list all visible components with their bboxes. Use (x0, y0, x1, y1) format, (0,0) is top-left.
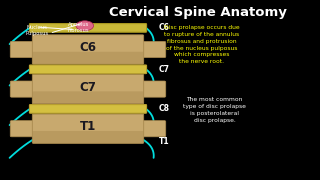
FancyBboxPatch shape (10, 121, 34, 137)
Text: Nucleus
Pulposus: Nucleus Pulposus (25, 25, 48, 36)
Text: T1: T1 (80, 120, 96, 133)
Ellipse shape (76, 21, 94, 31)
FancyBboxPatch shape (10, 41, 34, 58)
FancyBboxPatch shape (32, 114, 144, 143)
FancyBboxPatch shape (29, 65, 147, 74)
FancyBboxPatch shape (32, 35, 144, 64)
FancyBboxPatch shape (10, 81, 34, 97)
Text: Disc prolapse occurs due
to rupture of the annulus
fibrosus and protrusion
of th: Disc prolapse occurs due to rupture of t… (164, 25, 239, 64)
Text: C6: C6 (158, 23, 169, 32)
FancyBboxPatch shape (33, 52, 143, 64)
Text: T1: T1 (158, 137, 169, 146)
FancyBboxPatch shape (142, 121, 166, 137)
Text: C7: C7 (80, 81, 96, 94)
FancyBboxPatch shape (142, 41, 166, 58)
FancyBboxPatch shape (33, 91, 143, 104)
Text: C7: C7 (158, 65, 169, 74)
FancyBboxPatch shape (33, 131, 143, 143)
Text: C6: C6 (79, 41, 97, 54)
Text: Annulus
Fibrosus: Annulus Fibrosus (68, 22, 89, 33)
FancyBboxPatch shape (29, 24, 147, 32)
FancyBboxPatch shape (29, 105, 147, 113)
FancyBboxPatch shape (142, 81, 166, 97)
Text: The most common
type of disc prolapse
is posterolateral
disc prolapse.: The most common type of disc prolapse is… (183, 97, 246, 123)
Text: C8: C8 (158, 104, 169, 113)
Text: Cervical Spine Anatomy: Cervical Spine Anatomy (109, 6, 287, 19)
FancyBboxPatch shape (32, 75, 144, 104)
